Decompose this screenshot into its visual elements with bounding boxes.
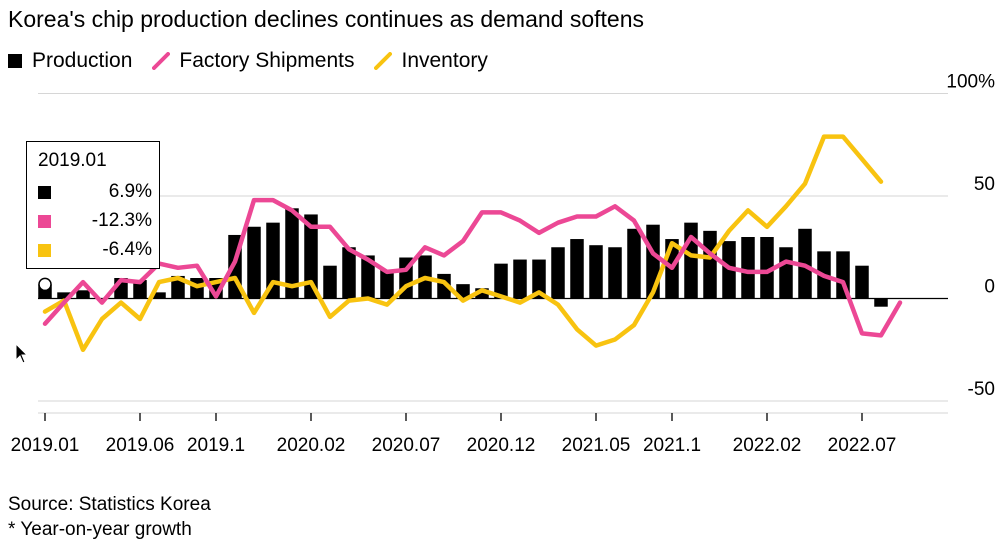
legend-label-inventory: Inventory — [401, 49, 488, 72]
x-tick-label: 2020.07 — [372, 435, 441, 456]
tooltip-swatch-production — [38, 186, 51, 199]
tooltip-row-factory-shipments: -12.3% — [38, 210, 152, 234]
production-bar — [741, 237, 755, 299]
y-tick-label: 100% — [946, 72, 995, 93]
production-bar — [589, 245, 603, 299]
legend-swatch-production — [8, 54, 22, 68]
y-axis: 100% 50 0 -50 — [946, 72, 995, 401]
tooltip-value-production: 6.9% — [108, 181, 152, 202]
legend-item-production: Production — [8, 49, 132, 73]
tooltip-row-production: 6.9% — [38, 181, 152, 205]
legend-swatch-inventory — [374, 52, 393, 70]
production-bar — [342, 247, 356, 299]
tooltip-row-inventory: -6.4% — [38, 239, 152, 263]
tooltip-date: 2019.01 — [38, 150, 107, 171]
footnote-text: * Year-on-year growth — [8, 519, 192, 540]
production-bar — [684, 222, 698, 299]
hover-marker — [38, 277, 52, 292]
production-bar — [779, 247, 793, 299]
production-bar — [152, 292, 166, 299]
x-axis: 2019.01 2019.06 2019.1 2020.02 2020.07 2020.1… — [11, 412, 948, 456]
x-tick-label: 2020.02 — [277, 435, 346, 456]
tooltip-swatch-factory-shipments — [38, 215, 51, 228]
x-tick-label: 2019.01 — [11, 435, 80, 456]
hover-tooltip: 2019.01 6.9% -12.3% -6.4% — [26, 141, 160, 269]
x-tick-label: 2020.12 — [467, 435, 536, 456]
legend-swatch-factory-shipments — [152, 52, 171, 70]
chart-title: Korea's chip production declines continu… — [8, 6, 645, 32]
x-tick-label: 2019.1 — [187, 435, 245, 456]
production-bar — [608, 247, 622, 299]
production-bar — [285, 208, 299, 299]
production-bar — [874, 298, 888, 307]
production-bar — [551, 247, 565, 299]
production-bar — [760, 237, 774, 299]
production-bar — [304, 214, 318, 299]
production-bar — [494, 263, 508, 299]
y-tick-label: 0 — [984, 277, 995, 298]
legend-item-inventory: Inventory — [374, 49, 488, 73]
tooltip-value-factory-shipments: -12.3% — [91, 210, 152, 231]
production-bar — [532, 259, 546, 299]
production-bar — [247, 226, 261, 299]
mouse-pointer-icon — [15, 343, 29, 364]
production-bar — [627, 228, 641, 299]
legend: Production Factory Shipments Inventory — [8, 48, 508, 74]
production-bar — [76, 290, 90, 299]
production-bar — [513, 259, 527, 299]
production-bar — [95, 298, 109, 299]
inventory-line — [42, 134, 884, 353]
legend-label-production: Production — [32, 49, 133, 72]
production-bar — [57, 292, 71, 299]
production-bar — [380, 269, 394, 299]
y-tick-label: -50 — [968, 379, 995, 400]
tooltip-value-inventory: -6.4% — [102, 239, 152, 260]
x-tick-label: 2019.06 — [106, 435, 175, 456]
x-tick-label: 2022.07 — [828, 435, 897, 456]
legend-label-factory-shipments: Factory Shipments — [179, 49, 355, 72]
x-tick-label: 2021.1 — [643, 435, 701, 456]
legend-item-factory-shipments: Factory Shipments — [152, 49, 354, 73]
factory-shipments-line — [42, 197, 903, 338]
x-tick-label: 2022.02 — [733, 435, 802, 456]
production-bar — [323, 265, 337, 299]
tooltip-swatch-inventory — [38, 244, 51, 257]
x-tick-label: 2021.05 — [562, 435, 631, 456]
production-bar — [361, 255, 375, 299]
source-text: Source: Statistics Korea — [8, 494, 211, 515]
production-bar — [703, 230, 717, 299]
y-tick-label: 50 — [974, 174, 995, 195]
production-bar — [266, 222, 280, 299]
production-bar — [475, 288, 489, 299]
series-lines — [38, 134, 903, 353]
chart-source: Source: Statistics Korea * Year-on-year … — [8, 492, 211, 542]
production-bar — [855, 265, 869, 299]
production-bar — [570, 239, 584, 299]
production-bar — [133, 280, 147, 299]
